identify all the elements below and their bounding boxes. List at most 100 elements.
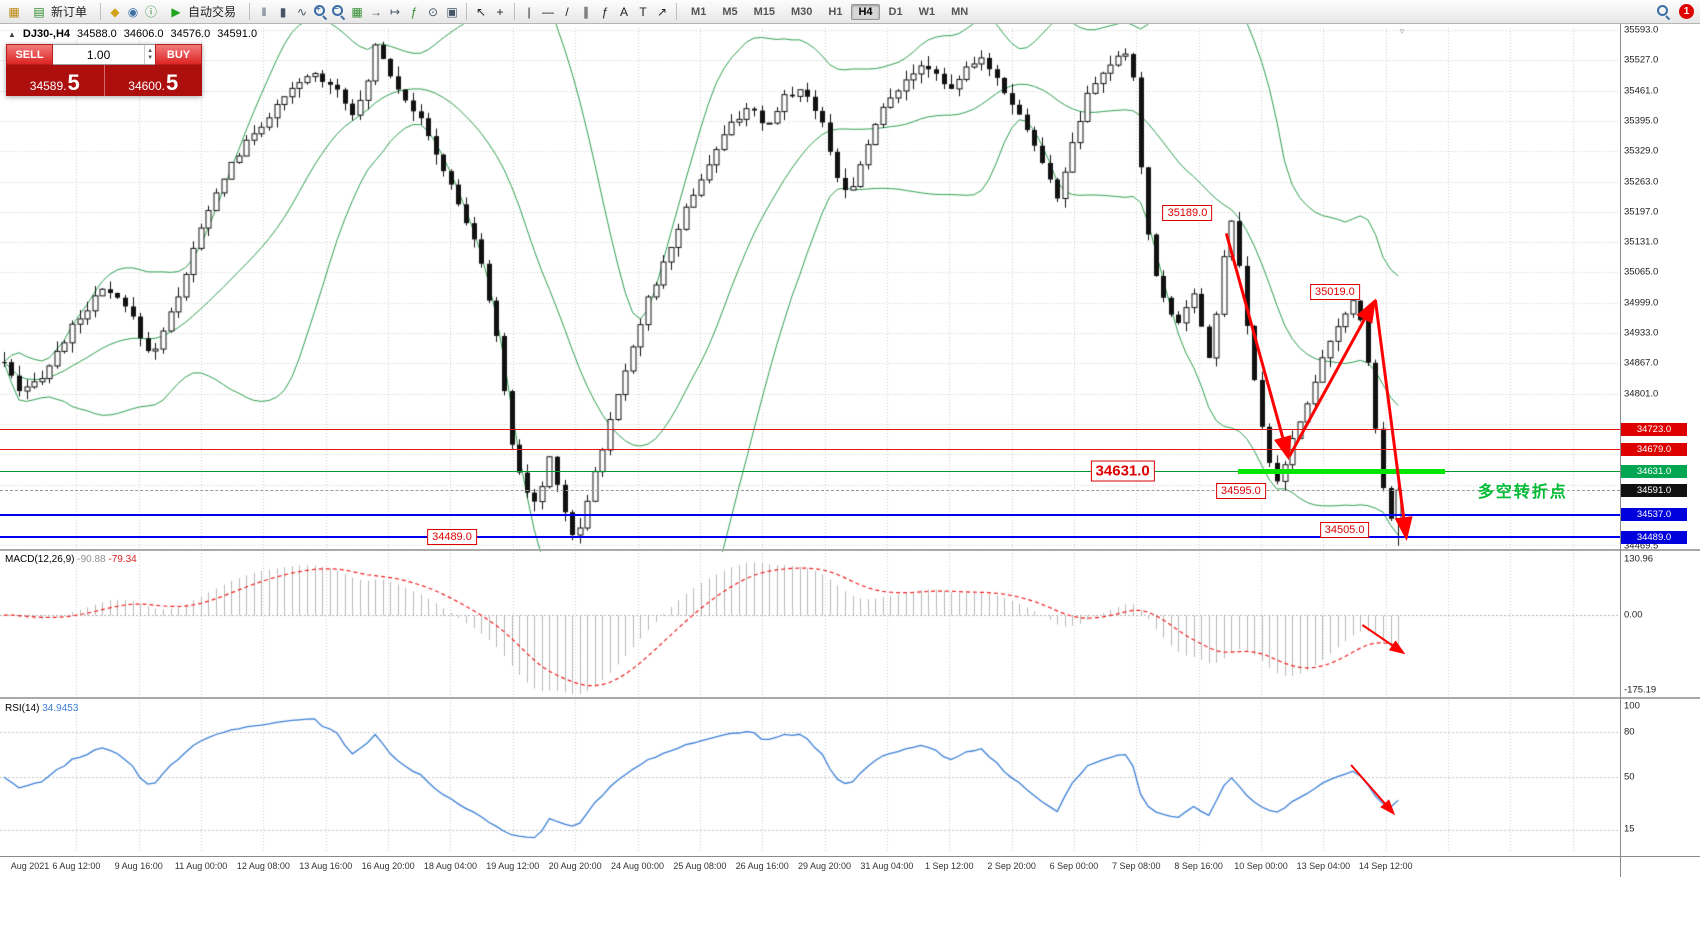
label-icon[interactable]: T <box>639 4 647 19</box>
volume-down-button[interactable]: ▼ <box>147 54 154 61</box>
price-annotation-34505.0[interactable]: 34505.0 <box>1319 521 1370 538</box>
horizontal-line-34679[interactable] <box>0 449 1620 451</box>
templates-icon[interactable]: ▣ <box>446 4 458 19</box>
volume-input[interactable] <box>53 45 145 64</box>
timeframe-h1[interactable]: H1 <box>828 5 843 18</box>
time-axis-label: 24 Aug 00:00 <box>610 861 665 871</box>
timeframe-mn[interactable]: MN <box>951 5 969 18</box>
autotrading-label: 自动交易 <box>188 5 237 19</box>
time-axis-label: 20 Aug 20:00 <box>548 861 602 871</box>
timeframe-w1[interactable]: W1 <box>918 5 936 18</box>
periods-icon[interactable]: ⊙ <box>428 4 439 19</box>
autotrading-button[interactable]: ▶ 自动交易 <box>161 1 243 22</box>
crosshair-icon[interactable]: + <box>496 4 504 19</box>
time-axis-label: 12 Aug 08:00 <box>236 861 290 871</box>
zoom-out-icon[interactable]: − <box>331 4 346 19</box>
time-axis-label: 2 Sep 20:00 <box>987 861 1036 871</box>
sell-price-small: 34589. <box>29 79 67 93</box>
toolbar-separator <box>514 3 516 20</box>
price-axis-label: 35527.0 <box>1624 54 1659 66</box>
search-icon[interactable] <box>1656 4 1671 19</box>
vertical-line-icon[interactable]: | <box>527 4 531 19</box>
buy-button[interactable]: BUY <box>155 44 202 65</box>
bar-chart-icon[interactable]: ‖ <box>261 4 267 19</box>
timeframe-m30[interactable]: M30 <box>791 5 813 18</box>
rsi-scale-80: 80 <box>1624 726 1635 738</box>
app-chart-icon[interactable]: ▦ <box>8 4 20 19</box>
price-badge-34631.0: 34631.0 <box>1621 465 1687 479</box>
time-axis-label: Aug 2021 <box>10 861 50 871</box>
macd-name: MACD(12,26,9) <box>5 554 75 565</box>
rsi-scale-15: 15 <box>1624 823 1635 835</box>
toolbar-separator <box>466 3 468 20</box>
timeframe-m5[interactable]: M5 <box>722 5 738 18</box>
new-order-icon: ▤ <box>33 4 45 19</box>
horizontal-line-34489[interactable] <box>0 536 1620 539</box>
time-axis-label: 6 Aug 12:00 <box>52 861 101 871</box>
ohlc-low: 34576.0 <box>170 28 211 40</box>
timeframe-m1[interactable]: M1 <box>691 5 707 18</box>
notification-badge[interactable]: 1 <box>1679 4 1694 19</box>
price-axis-label: 35263.0 <box>1624 176 1659 188</box>
channel-icon[interactable]: ∥ <box>583 4 590 19</box>
timeframe-d1[interactable]: D1 <box>888 5 903 18</box>
toolbar-separator <box>676 3 678 20</box>
symbol-info: ▲ DJ30-,H4 34588.0 34606.0 34576.0 34591… <box>8 28 257 40</box>
macd-scale-zero: 0.00 <box>1624 609 1643 621</box>
chart-shift-icon[interactable]: ↦ <box>390 4 401 19</box>
window-separator[interactable] <box>0 549 1700 551</box>
price-annotation-34595.0[interactable]: 34595.0 <box>1216 483 1266 500</box>
rsi-name: RSI(14) <box>5 703 40 714</box>
horizontal-line-34537[interactable] <box>0 513 1620 516</box>
horizontal-line-34631[interactable] <box>0 471 1620 473</box>
macd-main-value: -90.88 <box>77 554 106 565</box>
time-axis-label: 16 Aug 20:00 <box>361 861 415 871</box>
time-axis-label: 7 Sep 08:00 <box>1112 861 1161 871</box>
navigator-icon[interactable]: ◉ <box>127 4 139 19</box>
time-axis-label: 1 Sep 12:00 <box>924 861 974 871</box>
price-axis-label: 35461.0 <box>1624 85 1659 97</box>
indicators-icon[interactable]: ƒ <box>410 4 418 19</box>
volume-up-button[interactable]: ▲ <box>147 47 154 54</box>
price-axis-label: 34933.0 <box>1624 327 1659 339</box>
text-icon[interactable]: A <box>620 4 629 19</box>
time-axis-label: 13 Sep 04:00 <box>1296 861 1351 871</box>
marketwatch-icon[interactable]: ◆ <box>110 4 120 19</box>
sell-price: 34589. 5 <box>6 65 105 96</box>
price-badge-34537.0: 34537.0 <box>1621 508 1687 522</box>
price-annotation-35189.0[interactable]: 35189.0 <box>1162 204 1213 221</box>
fibonacci-icon[interactable]: ƒ <box>601 4 609 19</box>
line-chart-icon[interactable]: ∿ <box>297 4 308 19</box>
price-axis-border[interactable] <box>1620 24 1621 877</box>
zoom-in-icon[interactable]: + <box>313 4 328 19</box>
one-click-collapse-arrow[interactable]: ▲ <box>8 29 16 39</box>
toolbar: ▦ ▤ 新订单 ◆ ◉ ⓘ ▶ 自动交易 ‖ ▮ ∿ + − ▦ → ↦ ƒ ⊙ ▣ ↖ + | — / ∥ ƒ A… <box>0 0 1700 24</box>
data-window-icon[interactable]: ⓘ <box>145 4 158 19</box>
horizontal-line-34723[interactable] <box>0 429 1620 431</box>
sell-button[interactable]: SELL <box>6 44 53 65</box>
auto-scroll-icon[interactable]: → <box>370 4 383 19</box>
buy-price: 34600. 5 <box>105 65 203 96</box>
tile-windows-icon[interactable]: ▦ <box>351 4 363 19</box>
new-order-button[interactable]: ▤ 新订单 <box>24 1 94 22</box>
price-annotation-35019.0[interactable]: 35019.0 <box>1309 284 1360 301</box>
time-axis-label: 6 Sep 00:00 <box>1049 861 1099 871</box>
new-order-label: 新订单 <box>51 5 88 19</box>
turning-point-note[interactable]: 多空转折点 <box>1477 483 1568 501</box>
trendline-icon[interactable]: / <box>565 4 569 19</box>
pivot-highlight-segment[interactable] <box>1237 469 1446 475</box>
price-annotation-34489.0[interactable]: 34489.0 <box>427 529 477 546</box>
timeframe-h4[interactable]: H4 <box>851 3 880 20</box>
price-axis-label: 34801.0 <box>1624 388 1659 400</box>
arrows-icon[interactable]: ↗ <box>657 4 668 19</box>
price-annotation-34631.0[interactable]: 34631.0 <box>1090 460 1155 482</box>
chart-shift-marker[interactable]: ▿ <box>1399 26 1405 36</box>
timeframe-m15[interactable]: M15 <box>753 5 775 18</box>
candlestick-icon[interactable]: ▮ <box>279 4 287 19</box>
cursor-icon[interactable]: ↖ <box>476 4 487 19</box>
price-axis-label: 35197.0 <box>1624 206 1659 218</box>
time-axis-label: 8 Sep 16:00 <box>1174 861 1223 871</box>
window-separator[interactable] <box>0 697 1700 699</box>
horizontal-line-icon[interactable]: — <box>542 4 555 19</box>
